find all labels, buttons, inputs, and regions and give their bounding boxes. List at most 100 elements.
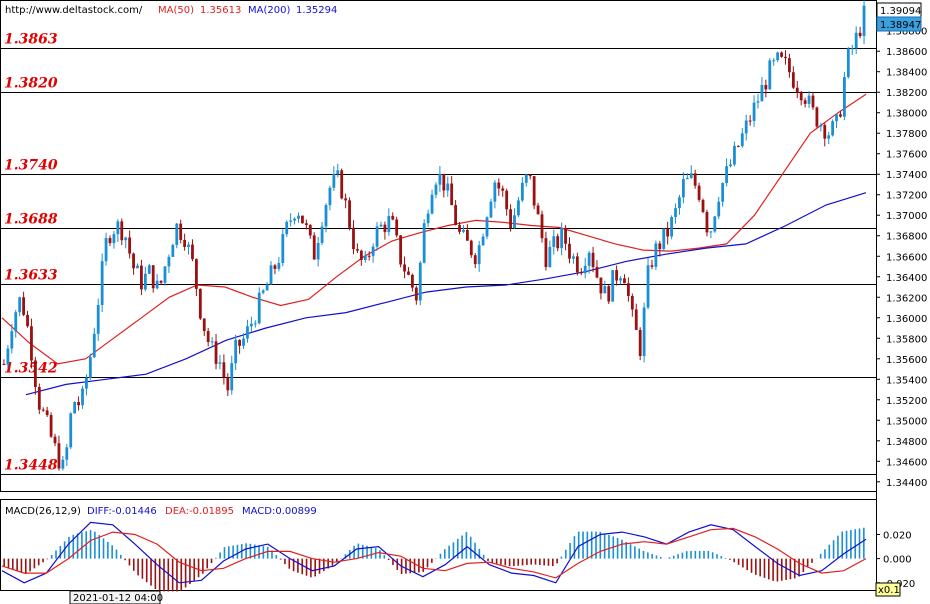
candle-body [654, 243, 658, 267]
candle-body [497, 182, 501, 189]
candle-body [513, 215, 516, 229]
candle-body [77, 402, 80, 406]
price-tick-label: 1.38600 [886, 47, 927, 58]
candle-body [572, 256, 575, 259]
candle-body [560, 228, 564, 249]
price-tick-label: 1.37200 [886, 191, 927, 202]
candle-body [764, 84, 768, 90]
date-label: 2021-01-12 04:00 [73, 593, 163, 604]
candle-body [151, 265, 155, 289]
candle-body [348, 200, 351, 228]
candle-body [367, 255, 371, 257]
candle-body [96, 304, 100, 334]
macd-dea: DEA:-0.01895 [165, 506, 234, 517]
candle-body [222, 362, 226, 378]
candle-body [843, 77, 846, 117]
candle-body [768, 60, 772, 90]
candle-body [450, 183, 454, 206]
candle-body [49, 415, 53, 437]
candle-body [128, 237, 132, 254]
candle-body [701, 199, 705, 212]
candle-body [242, 338, 245, 346]
candle-body [854, 32, 858, 49]
candle-body [493, 182, 497, 202]
candle-body [599, 277, 603, 294]
candle-body [839, 114, 842, 117]
macd-diff: DIFF:-0.01446 [87, 506, 157, 517]
price-tick-label: 1.37800 [886, 129, 927, 140]
level-label: 1.3820 [4, 76, 58, 92]
candle-body [666, 228, 670, 237]
ma50-label: MA(50) [158, 5, 194, 16]
candle-body [756, 101, 760, 103]
candle-body [536, 205, 540, 215]
candle-body [88, 357, 92, 378]
candle-body [689, 173, 693, 178]
candle-body [422, 223, 426, 263]
price-tick-label: 1.38000 [886, 109, 927, 120]
candle-body [465, 229, 469, 241]
candle-body [155, 280, 159, 289]
candle-body [359, 250, 363, 260]
candle-body [10, 331, 14, 349]
current-price-label: 1.38947 [880, 20, 921, 31]
candle-body [136, 265, 139, 269]
candle-body [752, 102, 756, 121]
candle-body [218, 362, 222, 364]
candle-body [265, 284, 269, 291]
candle-body [230, 363, 234, 391]
macd-tick-label: 0.000 [883, 555, 912, 566]
candle-body [454, 205, 457, 226]
price-tick-label: 1.36400 [886, 273, 927, 284]
candle-body [261, 290, 265, 293]
candle-body [748, 120, 752, 122]
candle-body [297, 215, 300, 219]
candle-body [61, 459, 65, 469]
candle-body [744, 120, 748, 134]
zoom-box[interactable] [875, 582, 901, 597]
zoom-label[interactable]: x0.1 [878, 585, 900, 596]
candle-body [434, 184, 438, 195]
level-label: 1.3863 [4, 32, 58, 48]
price-tick-label: 1.36600 [886, 252, 927, 263]
candle-body [6, 348, 10, 365]
candle-body [615, 270, 619, 281]
macd-value: MACD:0.00899 [242, 506, 317, 517]
candle-body [548, 246, 552, 268]
candle-body [395, 219, 399, 236]
candle-body [736, 145, 740, 147]
candle-body [18, 297, 22, 313]
price-tick-label: 1.38800 [886, 27, 927, 38]
candle-body [587, 252, 591, 266]
candle-body [249, 323, 253, 327]
candle-body [371, 246, 375, 256]
candle-body [407, 271, 410, 275]
current-price-box [876, 16, 922, 32]
candle-body [183, 239, 187, 247]
candle-body [725, 166, 728, 183]
candle-body [214, 341, 218, 364]
candle-body [143, 273, 147, 290]
candle-body [430, 194, 434, 214]
candle-body [485, 217, 489, 237]
price-tick-label: 1.37600 [886, 150, 927, 161]
candle-body [316, 242, 320, 260]
candle-body [57, 443, 61, 469]
candle-body [556, 236, 560, 249]
date-label-box [69, 590, 161, 604]
candle-body [30, 326, 33, 361]
price-tick-label: 1.35600 [886, 355, 927, 366]
candle-body [827, 135, 831, 139]
candle-body [53, 436, 57, 444]
candle-body [304, 223, 308, 225]
candle-body [293, 218, 296, 221]
level-label: 1.3740 [4, 158, 58, 174]
ma200-line [25, 192, 867, 396]
candle-body [336, 170, 340, 174]
candle-body [693, 173, 697, 186]
candle-body [477, 245, 481, 265]
candle-body [356, 249, 359, 251]
candle-body [517, 200, 520, 216]
candle-body [81, 388, 84, 406]
candle-body [630, 295, 634, 310]
